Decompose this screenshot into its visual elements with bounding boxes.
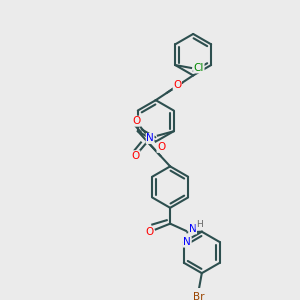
Text: Br: Br (193, 292, 205, 300)
Text: O: O (132, 116, 140, 126)
Text: N: N (146, 134, 154, 143)
Text: O: O (157, 142, 165, 152)
Text: O: O (132, 151, 140, 161)
Text: N: N (189, 224, 196, 234)
Text: Cl: Cl (194, 63, 204, 73)
Text: H: H (196, 220, 203, 229)
Text: O: O (173, 80, 182, 90)
Text: O: O (145, 227, 153, 237)
Text: N: N (183, 237, 191, 247)
